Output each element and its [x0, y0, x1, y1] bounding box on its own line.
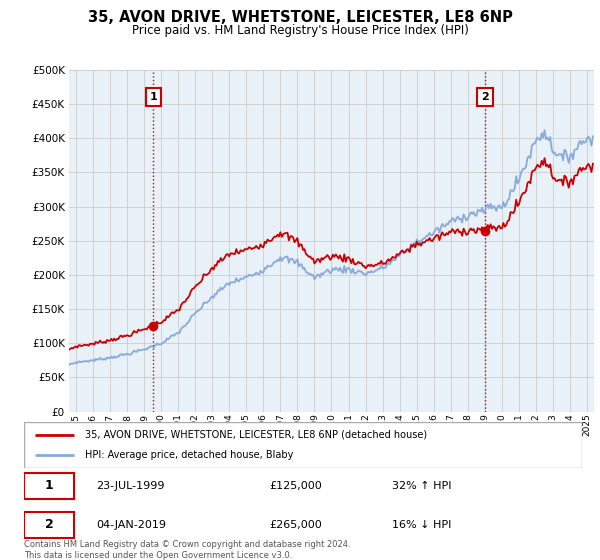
Text: 1: 1	[45, 479, 53, 492]
Text: 16% ↓ HPI: 16% ↓ HPI	[392, 520, 452, 530]
Text: 1: 1	[149, 92, 157, 102]
Text: 2: 2	[45, 519, 53, 531]
FancyBboxPatch shape	[24, 473, 74, 499]
Text: Price paid vs. HM Land Registry's House Price Index (HPI): Price paid vs. HM Land Registry's House …	[131, 24, 469, 38]
Text: 35, AVON DRIVE, WHETSTONE, LEICESTER, LE8 6NP: 35, AVON DRIVE, WHETSTONE, LEICESTER, LE…	[88, 11, 512, 25]
Text: 04-JAN-2019: 04-JAN-2019	[97, 520, 167, 530]
Text: £125,000: £125,000	[269, 481, 322, 491]
FancyBboxPatch shape	[24, 512, 74, 538]
Text: 32% ↑ HPI: 32% ↑ HPI	[392, 481, 452, 491]
Text: HPI: Average price, detached house, Blaby: HPI: Average price, detached house, Blab…	[85, 450, 294, 460]
Text: £265,000: £265,000	[269, 520, 322, 530]
Text: 35, AVON DRIVE, WHETSTONE, LEICESTER, LE8 6NP (detached house): 35, AVON DRIVE, WHETSTONE, LEICESTER, LE…	[85, 430, 428, 440]
Text: 2: 2	[481, 92, 489, 102]
Text: 23-JUL-1999: 23-JUL-1999	[97, 481, 165, 491]
Text: Contains HM Land Registry data © Crown copyright and database right 2024.
This d: Contains HM Land Registry data © Crown c…	[24, 540, 350, 559]
